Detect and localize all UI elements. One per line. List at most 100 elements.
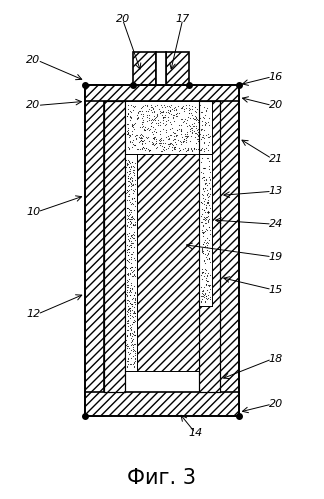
Point bbox=[129, 295, 134, 303]
Point bbox=[205, 239, 210, 247]
Point bbox=[189, 102, 194, 110]
Point bbox=[202, 272, 207, 280]
Point bbox=[207, 184, 213, 192]
Point bbox=[126, 308, 131, 316]
Point bbox=[149, 115, 155, 123]
Point bbox=[157, 135, 163, 143]
Point bbox=[201, 173, 206, 181]
Point bbox=[193, 114, 199, 122]
Point bbox=[124, 186, 130, 194]
Point bbox=[128, 286, 133, 294]
Point bbox=[203, 213, 209, 221]
Point bbox=[127, 131, 132, 139]
Point bbox=[132, 357, 137, 365]
Point bbox=[127, 283, 132, 291]
Point bbox=[172, 111, 177, 119]
Point bbox=[130, 329, 135, 337]
Point bbox=[138, 136, 143, 144]
Point bbox=[124, 157, 129, 165]
Point bbox=[141, 122, 146, 130]
Point bbox=[130, 176, 135, 184]
Point bbox=[197, 130, 202, 138]
Point bbox=[129, 223, 134, 231]
Point bbox=[183, 132, 188, 140]
Point bbox=[128, 216, 133, 224]
Point bbox=[203, 131, 209, 139]
Point bbox=[149, 128, 154, 136]
Point bbox=[124, 363, 130, 371]
Point bbox=[125, 109, 131, 117]
Point bbox=[157, 141, 162, 149]
Point bbox=[202, 206, 207, 214]
Point bbox=[160, 125, 165, 133]
Point bbox=[207, 132, 213, 140]
Point bbox=[131, 221, 136, 229]
Point bbox=[128, 325, 133, 333]
Point bbox=[204, 246, 210, 254]
Point bbox=[204, 213, 210, 221]
Point bbox=[130, 214, 135, 222]
Point bbox=[180, 102, 185, 110]
Point bbox=[162, 147, 167, 155]
Point bbox=[126, 281, 131, 289]
Point bbox=[207, 204, 213, 212]
Point bbox=[149, 119, 154, 127]
Point bbox=[180, 118, 186, 126]
Point bbox=[193, 113, 199, 121]
Point bbox=[199, 269, 204, 277]
Point bbox=[157, 139, 162, 147]
Point bbox=[127, 159, 133, 167]
Point bbox=[195, 128, 200, 136]
Point bbox=[169, 143, 174, 151]
Point bbox=[148, 122, 154, 130]
Point bbox=[133, 141, 138, 149]
Point bbox=[205, 186, 210, 194]
Point bbox=[132, 288, 137, 296]
Point bbox=[179, 127, 184, 135]
Point bbox=[207, 175, 213, 183]
Point bbox=[131, 267, 136, 275]
Point bbox=[192, 107, 197, 115]
Point bbox=[128, 220, 133, 228]
Point bbox=[127, 303, 133, 311]
Point bbox=[131, 220, 136, 228]
Point bbox=[206, 223, 211, 231]
Point bbox=[200, 194, 205, 202]
Point bbox=[170, 113, 175, 121]
Point bbox=[137, 134, 143, 142]
Point bbox=[129, 180, 134, 188]
Point bbox=[124, 270, 130, 278]
Point bbox=[127, 205, 132, 213]
Point bbox=[202, 268, 207, 276]
Point bbox=[128, 255, 133, 263]
Point bbox=[132, 102, 137, 110]
Point bbox=[183, 138, 189, 146]
Point bbox=[129, 238, 134, 246]
Point bbox=[169, 105, 174, 113]
Point bbox=[179, 103, 184, 111]
Point bbox=[149, 116, 154, 124]
Point bbox=[133, 186, 138, 194]
Point bbox=[129, 212, 134, 220]
Point bbox=[124, 290, 129, 298]
Point bbox=[125, 302, 130, 310]
Point bbox=[192, 129, 197, 137]
Bar bbox=[104, 101, 125, 392]
Point bbox=[206, 208, 211, 216]
Point bbox=[132, 331, 137, 339]
Point bbox=[126, 342, 131, 350]
Point bbox=[206, 291, 211, 299]
Point bbox=[143, 126, 148, 134]
Point bbox=[131, 307, 136, 315]
Point bbox=[125, 130, 130, 138]
Point bbox=[199, 248, 204, 255]
Point bbox=[128, 101, 133, 109]
Bar bbox=[85, 85, 239, 416]
Point bbox=[202, 214, 207, 222]
Point bbox=[198, 135, 203, 143]
Point bbox=[199, 289, 204, 297]
Point bbox=[204, 253, 209, 261]
Point bbox=[129, 341, 134, 349]
Point bbox=[203, 250, 208, 258]
Point bbox=[170, 111, 175, 119]
